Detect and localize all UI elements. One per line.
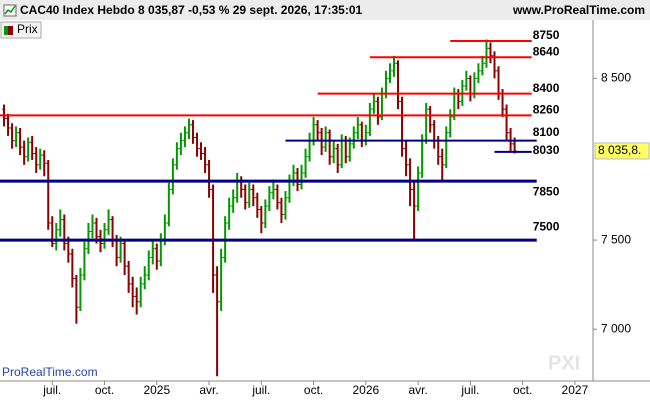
- logo: PXI: [548, 352, 580, 374]
- level-label: 8400: [533, 81, 560, 95]
- legend-label: Prix: [17, 22, 38, 36]
- watermark: ProRealTime.com: [2, 365, 98, 379]
- level-label: 8640: [533, 44, 560, 58]
- level-label-bg: [531, 44, 561, 59]
- x-tick-label: juil.: [42, 383, 61, 397]
- source: www.ProRealTime.com: [512, 3, 645, 17]
- header-icon-line: [4, 5, 16, 15]
- x-tick-label: avr.: [408, 383, 427, 397]
- last-price-box: [594, 142, 650, 160]
- x-tick-label: oct.: [513, 383, 532, 397]
- x-tick-label: 2025: [143, 383, 170, 397]
- x-tick-label: juil.: [460, 383, 479, 397]
- x-tick-label: 2027: [562, 383, 589, 397]
- x-tick-label: juil.: [251, 383, 270, 397]
- x-tick-label: 2026: [352, 383, 379, 397]
- x-tick-label: avr.: [199, 383, 218, 397]
- level-label-bg: [531, 28, 561, 43]
- level-label: 8030: [533, 143, 560, 157]
- y-tick-label: 7 500: [601, 232, 631, 246]
- level-label-bg: [531, 143, 561, 158]
- level-label: 7850: [533, 184, 560, 198]
- level-label-bg: [531, 80, 561, 95]
- level-label-bg: [531, 124, 561, 139]
- header-bar: [0, 0, 650, 20]
- plot: 7 000 7 500 8 500 juil. oct. 2025 avr. juil. oct…: [0, 28, 650, 397]
- level-label: 8260: [533, 103, 560, 117]
- level-label-bg: [531, 219, 561, 234]
- level-label: 7500: [533, 219, 560, 233]
- last-price-label: 8 035,8.: [598, 143, 641, 157]
- legend-swatch-down: [8, 26, 13, 35]
- level-label: 8750: [533, 28, 560, 42]
- chart-title: CAC40 Index Hebdo 8 035,87 -0,53 % 29 se…: [20, 3, 363, 17]
- y-tick-label: 7 000: [601, 321, 631, 335]
- x-tick-label: oct.: [304, 383, 323, 397]
- x-tick-label: oct.: [95, 383, 114, 397]
- level-label-bg: [531, 102, 561, 117]
- level-label-bg: [531, 184, 561, 199]
- level-label: 8100: [533, 125, 560, 139]
- y-tick-label: 8 500: [601, 71, 631, 85]
